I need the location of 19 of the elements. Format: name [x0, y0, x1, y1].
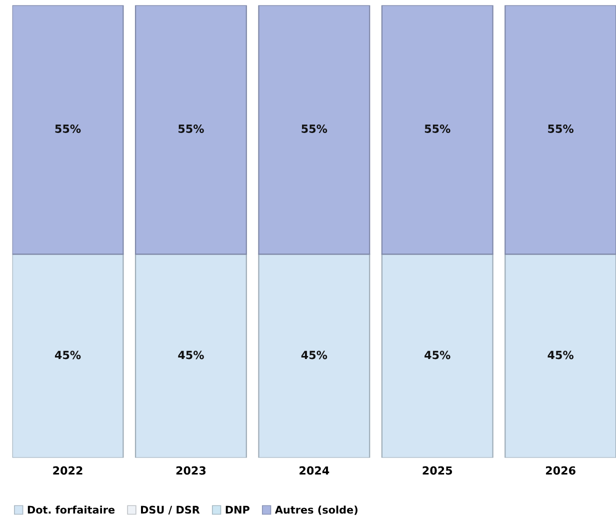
- data-label: 45%: [424, 350, 450, 360]
- data-label: 55%: [548, 124, 574, 133]
- data-label: 45%: [301, 350, 328, 360]
- data-label: 45%: [54, 350, 81, 360]
- x-tick-label: 2024: [300, 466, 330, 475]
- x-tick-label: 2026: [546, 466, 576, 475]
- legend-label: Dot. forfaitaire: [28, 506, 115, 514]
- x-tick-label: 2022: [53, 466, 82, 475]
- legend-label: DNP: [226, 506, 250, 514]
- data-label: 45%: [548, 350, 574, 360]
- data-label: 55%: [424, 124, 450, 133]
- data-label: 55%: [178, 124, 204, 133]
- data-label: 55%: [55, 124, 81, 133]
- x-tick-label: 2023: [176, 466, 206, 475]
- legend-label: Autres (solde): [274, 506, 358, 515]
- x-tick-label: 2025: [422, 466, 452, 475]
- data-label: 45%: [178, 350, 204, 360]
- legend-label: DSU / DSR: [141, 506, 200, 514]
- data-label: 55%: [302, 124, 328, 133]
